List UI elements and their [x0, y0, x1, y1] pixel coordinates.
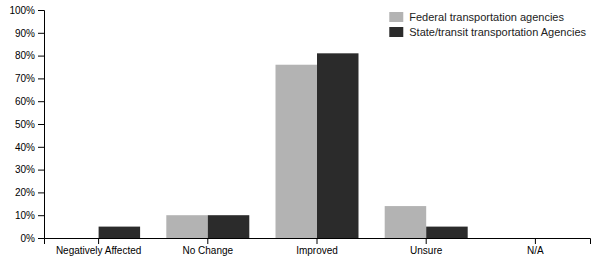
tick-label: 60% [15, 96, 35, 107]
tick-mark [426, 238, 427, 244]
tick: 70% [15, 73, 44, 84]
tick: Negatively Affected [56, 238, 141, 256]
tick-mark [535, 238, 536, 244]
axis-line [38, 11, 45, 239]
bar [535, 238, 576, 239]
tick-label: 100% [9, 5, 35, 16]
tick-mark [38, 56, 44, 57]
legend: Federal transportation agencies State/tra… [389, 11, 586, 38]
tick-mark [207, 238, 208, 244]
tick: 50% [15, 119, 44, 130]
bar [426, 227, 467, 238]
tick-mark [38, 192, 44, 193]
bar [99, 227, 140, 238]
tick: Unsure [410, 238, 443, 256]
tick-label: No Change [183, 245, 234, 256]
bar-series [166, 65, 426, 238]
legend-label: Federal transportation agencies [409, 11, 564, 23]
tick-mark [38, 170, 44, 171]
tick-label: 90% [15, 28, 35, 39]
tick-label: Improved [296, 245, 338, 256]
tick-mark [38, 238, 44, 239]
bar [276, 65, 317, 238]
bar [57, 238, 98, 239]
legend-swatch [389, 27, 403, 37]
bar [317, 53, 358, 238]
tick-label: N/A [527, 245, 544, 256]
tick-mark [38, 147, 44, 148]
tick-mark [38, 33, 44, 34]
tick: 100% [9, 5, 44, 16]
tick-mark [38, 10, 44, 11]
chart: Negatively Affected No Change Improved Unsu… [0, 0, 600, 264]
tick: 60% [15, 96, 44, 107]
bar-series [99, 53, 468, 238]
tick-label: 50% [15, 119, 35, 130]
tick: 10% [15, 210, 44, 221]
legend-swatch [389, 12, 403, 22]
x-axis: Negatively Affected No Change Improved Unsu… [45, 238, 591, 256]
bars [99, 53, 468, 238]
tick-mark [98, 238, 99, 244]
tick-mark [317, 238, 318, 244]
axis-line [45, 239, 591, 245]
tick: 40% [15, 142, 44, 153]
tick-label: Unsure [410, 245, 443, 256]
tick: N/A [527, 238, 544, 256]
tick-label: 10% [15, 210, 35, 221]
tick: 80% [15, 50, 44, 61]
legend-label: State/transit transportation Agencies [409, 26, 586, 38]
tick: 20% [15, 187, 44, 198]
tick-mark [38, 78, 44, 79]
bar [385, 206, 426, 238]
tick-label: 30% [15, 164, 35, 175]
tick-label: 20% [15, 187, 35, 198]
tick: 30% [15, 164, 44, 175]
bar [166, 215, 207, 238]
legend-item: Federal transportation agencies [389, 11, 564, 23]
legend-item: State/transit transportation Agencies [389, 26, 586, 38]
tick: 0% [21, 233, 44, 244]
tick-mark [38, 124, 44, 125]
tick-label: 80% [15, 50, 35, 61]
tick: Improved [296, 238, 338, 256]
tick-label: 40% [15, 142, 35, 153]
tick-label: 70% [15, 73, 35, 84]
tick-label: Negatively Affected [56, 245, 141, 256]
bar [494, 238, 535, 239]
tick-mark [38, 101, 44, 102]
tick: No Change [183, 238, 234, 256]
bar [208, 215, 249, 238]
tick: 90% [15, 28, 44, 39]
y-axis: 0% 10% 20% 30% 40% 50% 60% 70% 80% 90% 100% [9, 5, 44, 244]
tick-mark [38, 215, 44, 216]
tick-label: 0% [21, 233, 36, 244]
